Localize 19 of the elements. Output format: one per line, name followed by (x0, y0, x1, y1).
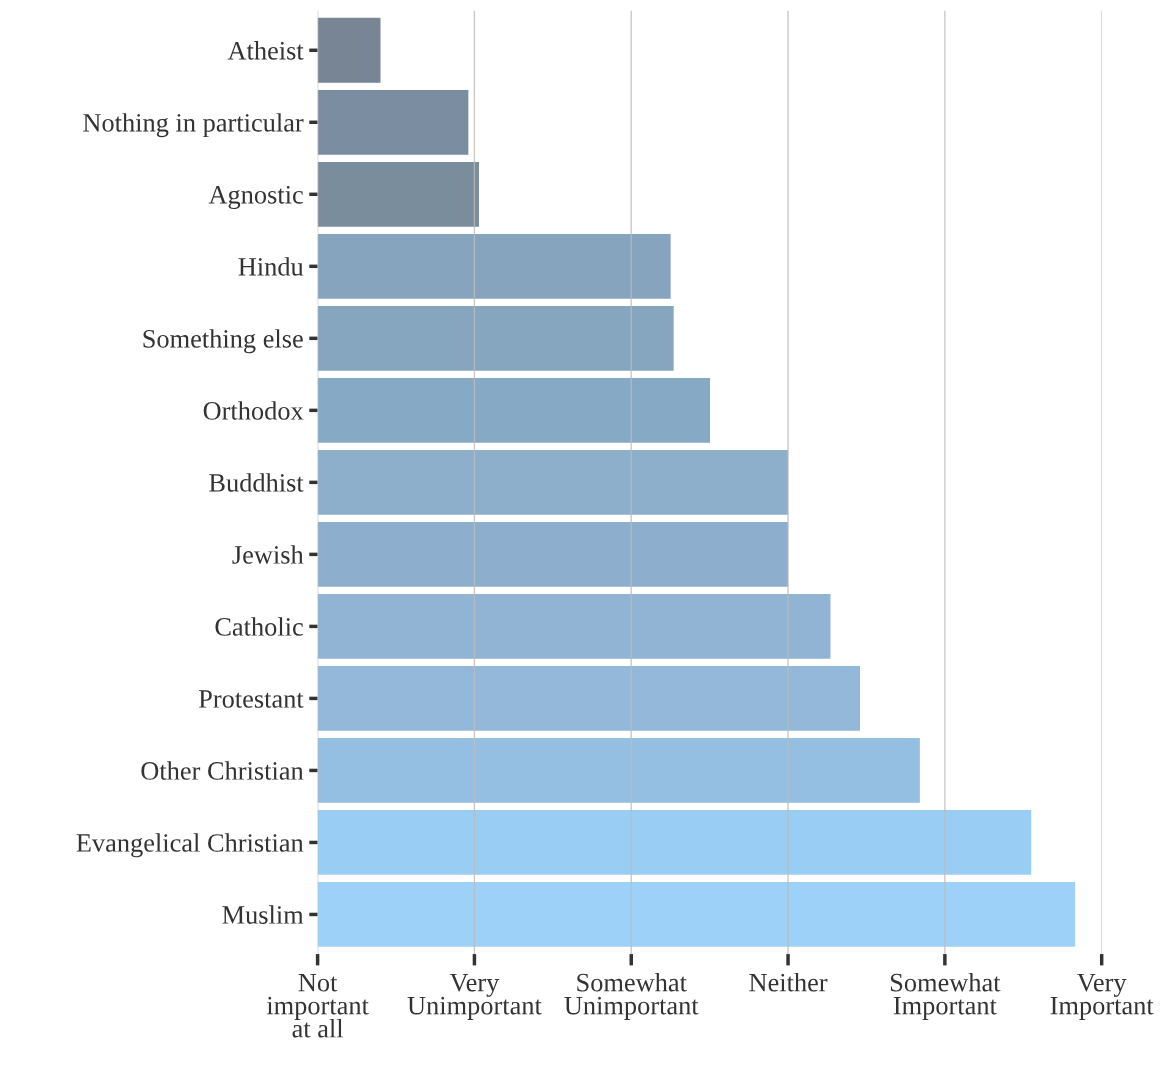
y-tick-label: Muslim (222, 905, 304, 924)
y-tick-label: Evangelical Christian (76, 833, 304, 858)
text: Not important at all (266, 973, 369, 1038)
y-tick-label: Agnostic (208, 185, 303, 210)
y-tick-label: Hindu (238, 257, 304, 276)
y-tick-label: Something else (143, 329, 303, 354)
y-tick-label: Nothing in particular (83, 113, 304, 138)
text: Somewhat Unimportant (564, 972, 699, 1020)
text: Very Unimportant (407, 973, 542, 1020)
text: Very Important (1050, 973, 1154, 1020)
y-tick-label: Catholic (215, 617, 303, 636)
y-tick-label: Protestant (198, 690, 304, 708)
y-tick-label: Jewish (232, 545, 304, 564)
y-tick-label: Other Christian (141, 761, 304, 780)
y-tick-label: Orthodox (203, 401, 304, 420)
text: Neither (749, 972, 828, 992)
text: Somewhat Important (890, 972, 1001, 1020)
y-tick-label: Buddhist (209, 473, 304, 492)
y-tick-label: Atheist (227, 41, 304, 60)
